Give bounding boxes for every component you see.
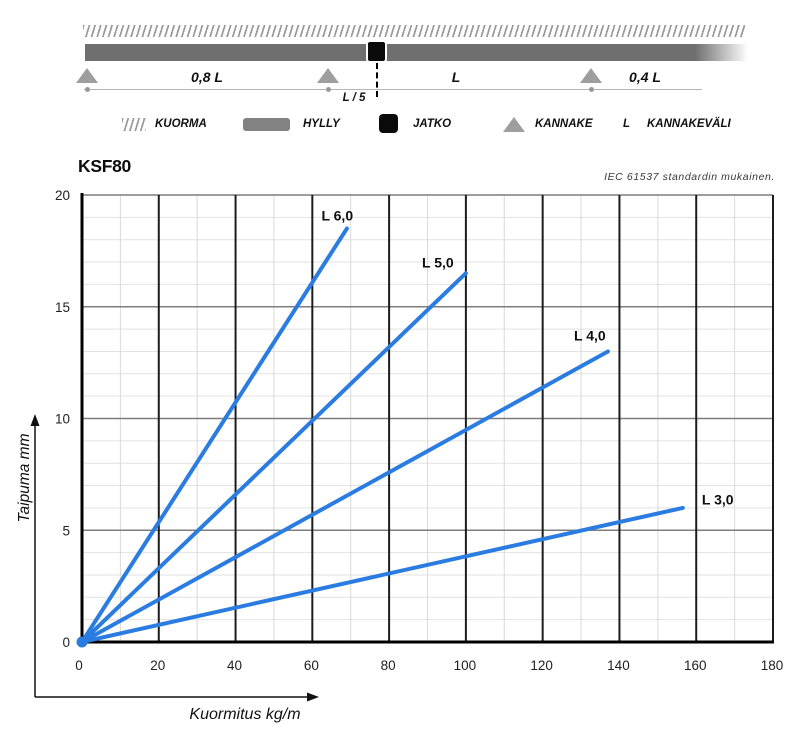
y-tick-label: 5 xyxy=(62,523,70,538)
x-tick-label: 140 xyxy=(607,658,630,673)
chart-note: IEC 61537 standardin mukainen. xyxy=(604,171,775,183)
x-tick-label: 180 xyxy=(761,658,784,673)
hylly-bar-icon xyxy=(243,118,290,131)
support-triangle-1 xyxy=(76,68,98,83)
y-tick-label: 0 xyxy=(62,635,70,650)
x-tick-label: 40 xyxy=(227,658,242,673)
y-tick-label: 20 xyxy=(55,188,70,203)
x-tick-label: 20 xyxy=(150,658,165,673)
joint-offset-label: L / 5 xyxy=(342,92,366,104)
legend-l-icon: L xyxy=(623,118,631,130)
x-tick-label: 100 xyxy=(454,658,477,673)
x-tick-label: 120 xyxy=(530,658,553,673)
series-label: L 3,0 xyxy=(702,492,734,508)
legend-hylly-label: HYLLY xyxy=(303,118,340,130)
span-label-08l: 0,8 L xyxy=(191,69,223,85)
legend-kuorma-label: KUORMA xyxy=(155,118,207,130)
x-tick-label: 160 xyxy=(684,658,707,673)
jatko-square-icon xyxy=(379,114,398,133)
joint-dashed-line xyxy=(376,63,378,97)
support-baseline xyxy=(84,89,702,90)
series-line-l60 xyxy=(80,226,349,644)
x-axis-label: Kuormitus kg/m xyxy=(189,706,301,723)
series-label: L 5,0 xyxy=(422,255,454,271)
support-dot-2 xyxy=(326,87,331,92)
series-line-l40 xyxy=(80,349,610,644)
kannake-triangle-icon xyxy=(503,117,525,132)
support-dot-3 xyxy=(589,87,594,92)
support-triangle-3 xyxy=(580,68,602,83)
series-line-l50 xyxy=(80,271,468,644)
origin-dot xyxy=(76,636,88,648)
support-triangle-2 xyxy=(317,68,339,83)
legend-kannake-label: KANNAKE xyxy=(535,118,593,130)
support-dot-1 xyxy=(85,87,90,92)
x-tick-label: 0 xyxy=(75,658,83,673)
series-label: L 4,0 xyxy=(574,327,606,343)
y-tick-label: 10 xyxy=(55,412,70,427)
span-label-04l: 0,4 L xyxy=(629,69,661,85)
joint-square xyxy=(366,40,387,63)
load-hatch-strip xyxy=(83,25,745,37)
legend-kannakevali-label: KANNAKEVÄLI xyxy=(647,118,731,130)
x-arrow-head xyxy=(307,692,319,702)
chart-title: KSF80 xyxy=(78,156,131,176)
x-tick-label: 80 xyxy=(381,658,396,673)
shelf-bar xyxy=(85,44,748,61)
y-arrow-head xyxy=(30,414,40,426)
x-tick-label: 60 xyxy=(304,658,319,673)
legend-jatko-label: JATKO xyxy=(413,118,452,130)
y-tick-label: 15 xyxy=(55,300,70,315)
series-label: L 6,0 xyxy=(321,208,353,224)
kuorma-hatch-icon xyxy=(122,118,146,131)
series-line-l30 xyxy=(80,505,685,644)
span-label-l: L xyxy=(451,69,461,85)
